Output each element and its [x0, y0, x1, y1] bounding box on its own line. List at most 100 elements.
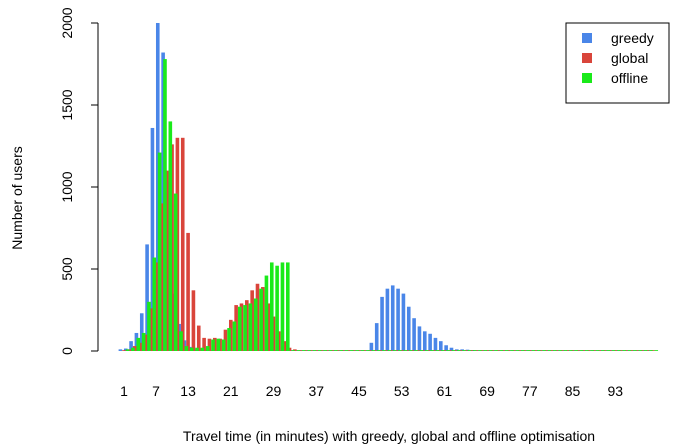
- bar-global-15: [196, 325, 201, 351]
- bar-offline-8: [163, 59, 167, 351]
- bar-offline-54: [408, 350, 413, 351]
- bar-greedy-8: [155, 23, 160, 351]
- bar-offline-67: [478, 350, 482, 351]
- x-tick-label-45: 45: [351, 383, 367, 399]
- bar-offline-19: [221, 339, 226, 351]
- bar-global-14: [191, 290, 196, 351]
- bar-offline-45: [360, 350, 365, 351]
- bar-offline-31: [286, 262, 290, 351]
- legend-label-greedy: greedy: [611, 30, 654, 46]
- bar-offline-89: [595, 350, 600, 351]
- bar-greedy-52: [390, 285, 395, 351]
- bar-greedy-7: [150, 127, 155, 352]
- bar-offline-81: [553, 350, 557, 351]
- bar-offline-6: [152, 257, 157, 351]
- bar-greedy-50: [380, 296, 384, 351]
- bar-offline-91: [606, 350, 610, 351]
- bar-offline-65: [467, 350, 472, 351]
- bar-global-16: [202, 337, 206, 351]
- bar-greedy-63: [449, 347, 454, 351]
- x-axis-title: Travel time (in minutes) with greedy, gl…: [183, 428, 595, 444]
- legend: greedy global offline: [565, 22, 670, 104]
- legend-swatch-global: [582, 53, 592, 63]
- bar-offline-4: [141, 332, 146, 351]
- y-tick-label-500: 500: [59, 257, 75, 281]
- bar-offline-27: [264, 275, 269, 351]
- bar-offline-53: [403, 350, 408, 351]
- bar-offline-11: [179, 331, 183, 351]
- x-tick-label-93: 93: [607, 383, 623, 399]
- bar-offline-35: [307, 350, 311, 351]
- bar-offline-59: [435, 350, 440, 351]
- bar-offline-32: [291, 350, 295, 351]
- bar-greedy-60: [433, 337, 438, 351]
- bar-offline-60: [440, 350, 445, 351]
- y-tick-label-1500: 1500: [59, 89, 75, 120]
- bar-offline-62: [451, 350, 456, 351]
- bar-offline-10: [173, 193, 178, 351]
- bar-offline-7: [157, 152, 162, 351]
- y-tick-label-2000: 2000: [59, 7, 75, 38]
- bar-greedy-1: [118, 349, 123, 351]
- x-tick-label-29: 29: [266, 383, 282, 399]
- bar-greedy-55: [406, 306, 411, 351]
- legend-label-offline: offline: [611, 70, 648, 86]
- bar-offline-13: [189, 347, 194, 351]
- bar-offline-9: [168, 121, 173, 352]
- bar-offline-57: [424, 350, 429, 351]
- bar-offline-56: [419, 350, 424, 351]
- bar-offline-69: [488, 350, 493, 351]
- bar-greedy-48: [369, 342, 374, 351]
- y-axis: 0 500 1000 1500 2000: [59, 7, 99, 355]
- bar-offline-66: [472, 350, 477, 351]
- bar-offline-41: [339, 350, 343, 351]
- bar-offline-21: [232, 321, 237, 351]
- bar-offline-80: [547, 350, 552, 351]
- bar-offline-40: [334, 350, 338, 351]
- bars-layer: [118, 23, 659, 352]
- bar-offline-97: [638, 350, 643, 351]
- bar-offline-22: [237, 306, 242, 351]
- bar-greedy-51: [385, 288, 390, 351]
- bar-greedy-56: [412, 318, 416, 351]
- bar-offline-98: [643, 350, 648, 351]
- bar-offline-33: [296, 350, 301, 351]
- bar-offline-73: [510, 350, 514, 351]
- bar-offline-82: [558, 350, 562, 351]
- bar-offline-26: [259, 288, 263, 351]
- bar-greedy-2: [123, 348, 128, 351]
- bar-greedy-5: [139, 313, 144, 351]
- bar-greedy-53: [396, 288, 400, 351]
- bar-offline-24: [248, 303, 253, 351]
- bar-global-13: [186, 232, 190, 351]
- bar-offline-92: [611, 350, 616, 351]
- bar-greedy-54: [401, 293, 406, 351]
- x-tick-labels: 1 7 13 21 29 37 45 53 61 69 77 85 93: [120, 383, 623, 399]
- bar-greedy-59: [428, 333, 432, 351]
- bar-offline-3: [136, 337, 141, 351]
- bar-offline-99: [649, 350, 653, 351]
- bar-offline-38: [323, 350, 327, 351]
- bar-offline-12: [184, 346, 189, 351]
- x-tick-label-7: 7: [152, 383, 160, 399]
- bar-offline-94: [622, 350, 627, 351]
- bar-offline-84: [569, 350, 573, 351]
- bar-offline-95: [627, 350, 632, 351]
- bar-offline-74: [515, 350, 520, 351]
- bar-offline-49: [382, 350, 386, 351]
- bar-offline-36: [312, 350, 317, 351]
- bar-offline-37: [318, 350, 322, 351]
- bar-offline-42: [344, 350, 349, 351]
- bar-offline-25: [253, 298, 258, 351]
- bar-offline-18: [216, 338, 221, 351]
- y-tick-label-0: 0: [59, 347, 75, 355]
- bar-offline-64: [462, 350, 466, 351]
- bar-offline-39: [328, 350, 333, 351]
- bar-offline-44: [355, 350, 360, 351]
- bar-offline-1: [125, 349, 130, 351]
- bar-offline-70: [494, 350, 498, 351]
- bar-global-17: [207, 338, 212, 351]
- y-tick-label-1000: 1000: [59, 171, 75, 202]
- bar-offline-75: [520, 350, 525, 351]
